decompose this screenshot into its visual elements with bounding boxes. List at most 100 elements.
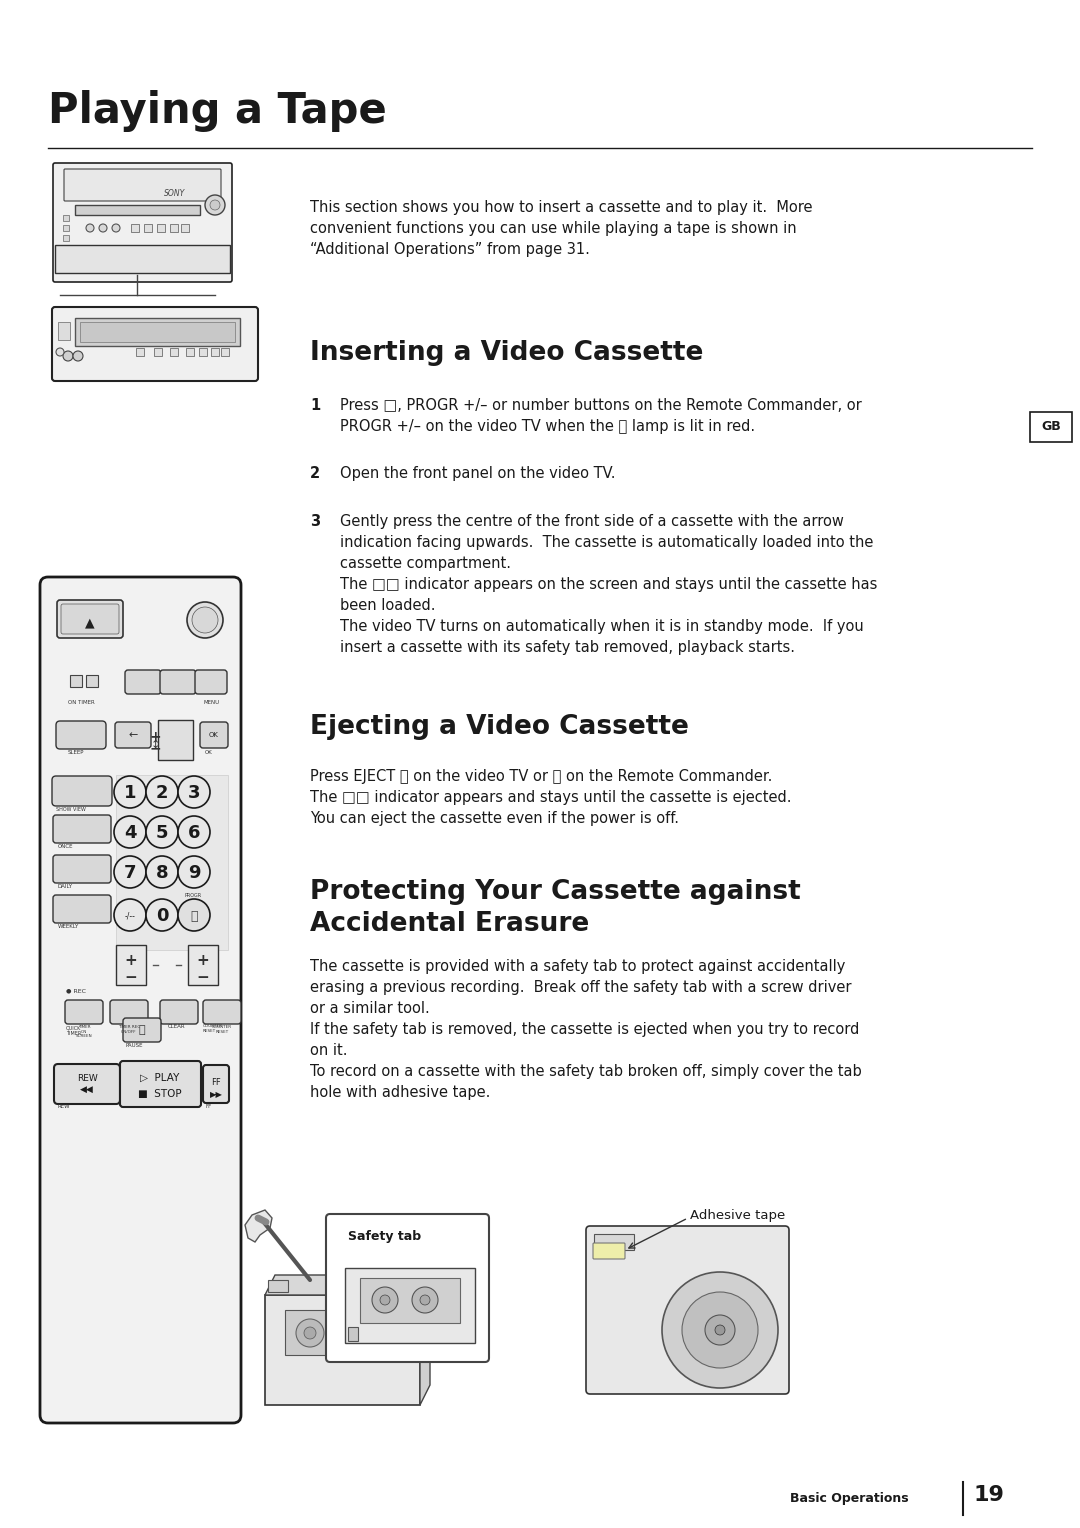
- Bar: [181, 225, 189, 232]
- Circle shape: [178, 898, 210, 931]
- Bar: [1030, 413, 1072, 442]
- Text: ▶▶: ▶▶: [210, 1089, 222, 1099]
- Text: 1: 1: [124, 784, 136, 802]
- Text: FF: FF: [211, 1077, 221, 1086]
- FancyBboxPatch shape: [40, 578, 241, 1423]
- FancyBboxPatch shape: [64, 170, 221, 202]
- Bar: [360, 1277, 460, 1323]
- Text: −: −: [150, 741, 161, 755]
- Text: SONY: SONY: [164, 188, 186, 197]
- Bar: [75, 205, 200, 215]
- Circle shape: [63, 351, 73, 361]
- Text: ONCE: ONCE: [58, 843, 73, 850]
- Text: Inserting a Video Cassette: Inserting a Video Cassette: [310, 341, 703, 367]
- Text: Protecting Your Cassette against
Accidental Erasure: Protecting Your Cassette against Acciden…: [310, 879, 800, 937]
- FancyBboxPatch shape: [53, 856, 111, 883]
- Bar: [170, 348, 178, 356]
- Text: This section shows you how to insert a cassette and to play it.  More
convenient: This section shows you how to insert a c…: [310, 200, 812, 257]
- Text: ⏸: ⏸: [138, 1025, 146, 1034]
- Text: Gently press the centre of the front side of a cassette with the arrow
indicatio: Gently press the centre of the front sid…: [340, 513, 877, 656]
- Circle shape: [372, 1287, 399, 1313]
- FancyBboxPatch shape: [53, 163, 232, 283]
- Circle shape: [380, 1296, 390, 1305]
- Circle shape: [296, 1319, 324, 1348]
- Circle shape: [86, 225, 94, 232]
- Text: -/--: -/--: [124, 912, 135, 920]
- Text: ■  STOP: ■ STOP: [138, 1089, 181, 1099]
- Bar: [211, 348, 219, 356]
- Polygon shape: [265, 1296, 420, 1406]
- Bar: [136, 348, 144, 356]
- Polygon shape: [265, 1274, 430, 1296]
- Circle shape: [411, 1287, 438, 1313]
- Text: ▷  PLAY: ▷ PLAY: [140, 1073, 179, 1083]
- Text: Basic Operations: Basic Operations: [789, 1491, 908, 1505]
- Text: ● REC: ● REC: [66, 989, 86, 993]
- Circle shape: [369, 1326, 381, 1339]
- Circle shape: [187, 602, 222, 639]
- Text: SHOW VIEW: SHOW VIEW: [56, 807, 86, 811]
- Circle shape: [210, 200, 220, 209]
- Text: MENU: MENU: [203, 700, 219, 704]
- Circle shape: [303, 1326, 316, 1339]
- FancyBboxPatch shape: [53, 814, 111, 843]
- Circle shape: [112, 225, 120, 232]
- Text: ↕: ↕: [151, 740, 160, 750]
- Bar: [80, 322, 235, 342]
- Circle shape: [178, 776, 210, 808]
- Circle shape: [361, 1319, 389, 1348]
- Text: PROGR: PROGR: [185, 892, 202, 898]
- Bar: [70, 675, 82, 688]
- Bar: [116, 944, 146, 986]
- Polygon shape: [245, 1210, 272, 1242]
- FancyBboxPatch shape: [60, 604, 119, 634]
- Text: 3: 3: [310, 513, 320, 529]
- FancyBboxPatch shape: [326, 1215, 489, 1361]
- Circle shape: [192, 607, 218, 633]
- Text: QUICK
TIMER: QUICK TIMER: [66, 1025, 81, 1036]
- Text: +: +: [124, 953, 137, 969]
- Text: ON TIMER: ON TIMER: [68, 700, 95, 704]
- Bar: [63, 235, 69, 241]
- Text: 4: 4: [124, 824, 136, 842]
- Text: 2: 2: [156, 784, 168, 802]
- Circle shape: [114, 776, 146, 808]
- Circle shape: [681, 1293, 758, 1368]
- Text: 9: 9: [188, 863, 200, 882]
- FancyBboxPatch shape: [120, 1060, 201, 1106]
- Bar: [58, 322, 70, 341]
- Text: −: −: [124, 970, 137, 986]
- Circle shape: [114, 856, 146, 888]
- Circle shape: [146, 776, 178, 808]
- Text: TIMER REC
ON/OFF: TIMER REC ON/OFF: [118, 1025, 140, 1033]
- Bar: [268, 1280, 288, 1293]
- Text: COUNTER
RESET: COUNTER RESET: [212, 1025, 232, 1033]
- Circle shape: [420, 1296, 430, 1305]
- Polygon shape: [285, 1309, 400, 1355]
- FancyBboxPatch shape: [200, 723, 228, 749]
- Circle shape: [73, 351, 83, 361]
- Text: CLEAR: CLEAR: [168, 1024, 186, 1028]
- Circle shape: [662, 1271, 778, 1387]
- FancyBboxPatch shape: [56, 721, 106, 749]
- Bar: [154, 348, 162, 356]
- Text: Open the front panel on the video TV.: Open the front panel on the video TV.: [340, 466, 616, 481]
- Bar: [594, 1235, 634, 1250]
- Bar: [157, 225, 165, 232]
- Text: −: −: [197, 970, 210, 986]
- Text: 2: 2: [310, 466, 320, 481]
- Circle shape: [178, 856, 210, 888]
- Circle shape: [705, 1316, 735, 1345]
- Bar: [75, 318, 240, 345]
- Bar: [86, 675, 98, 688]
- FancyBboxPatch shape: [203, 1065, 229, 1103]
- Text: PAUSE: PAUSE: [126, 1044, 144, 1048]
- Text: WEEKLY: WEEKLY: [58, 924, 79, 929]
- FancyBboxPatch shape: [110, 999, 148, 1024]
- Text: 19: 19: [973, 1485, 1004, 1505]
- Bar: [131, 225, 139, 232]
- Text: +: +: [197, 953, 210, 969]
- Text: COUNTER
RESET: COUNTER RESET: [203, 1024, 224, 1033]
- Text: DAILY: DAILY: [58, 885, 73, 889]
- FancyBboxPatch shape: [54, 1063, 120, 1105]
